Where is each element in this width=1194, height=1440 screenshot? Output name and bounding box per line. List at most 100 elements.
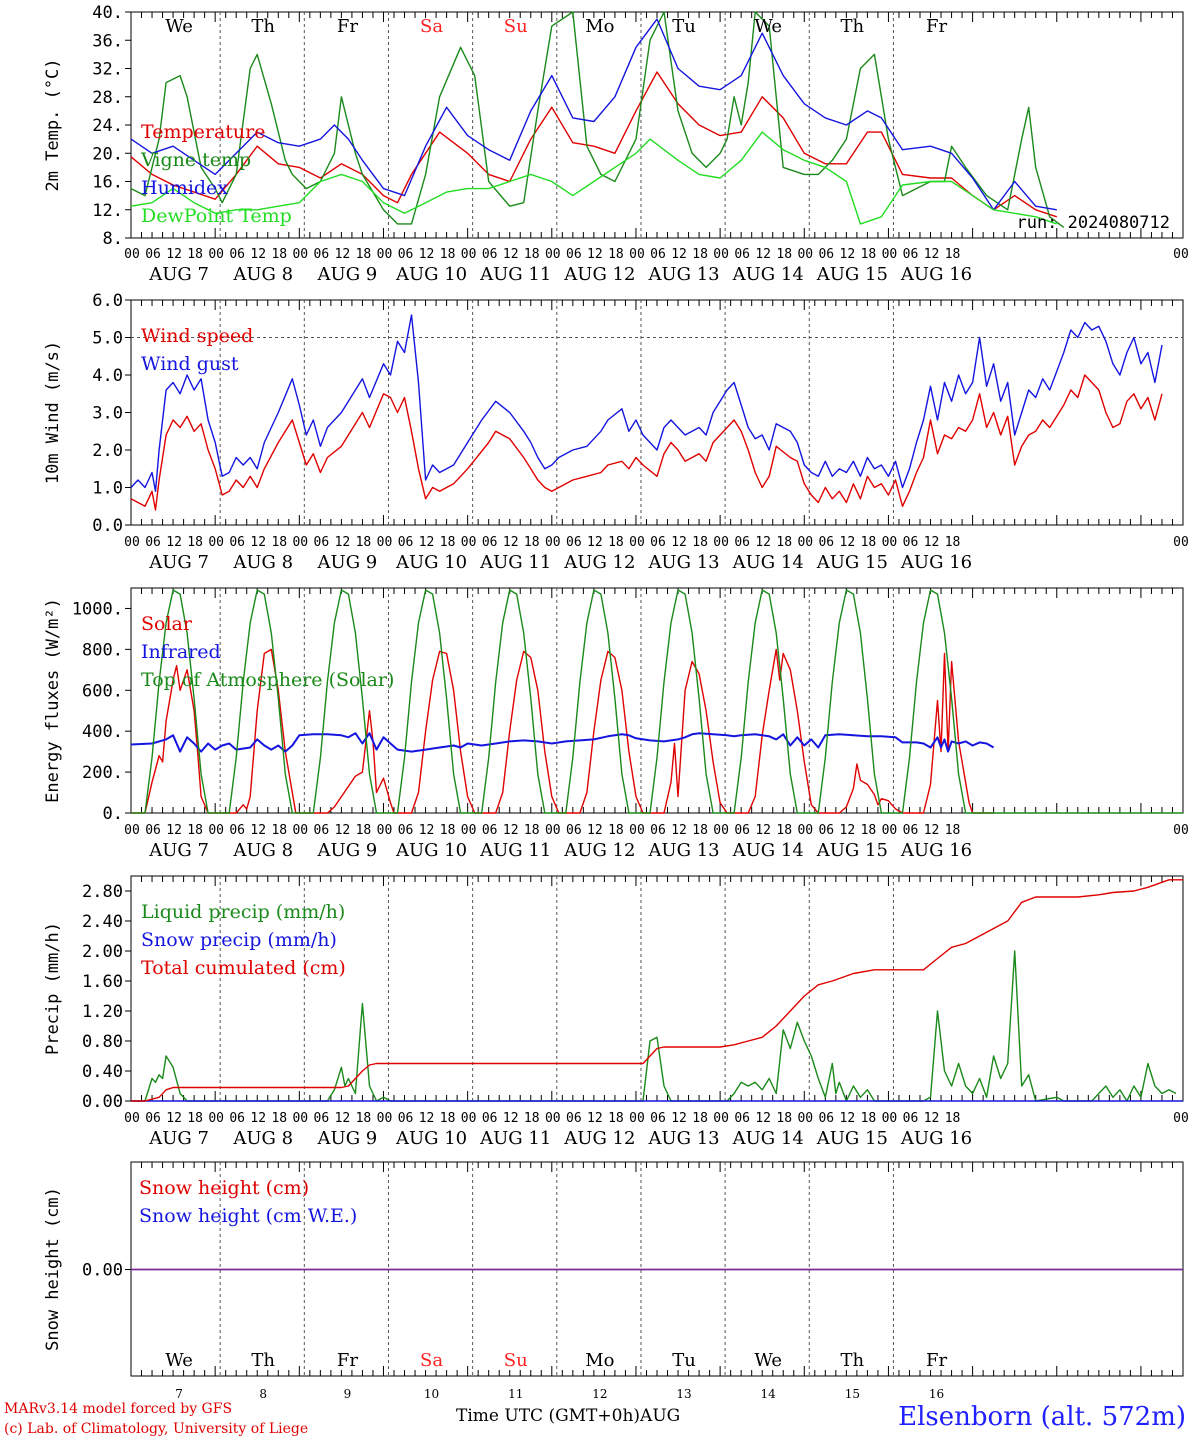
hour-tick-label: 18 — [861, 1111, 877, 1126]
y-tick-label: 2.80 — [82, 882, 123, 902]
y-tick-label: 24. — [92, 116, 123, 136]
panel-1 — [125, 11, 1184, 239]
series-line-temperature — [130, 71, 1058, 218]
hour-tick-label: 18 — [440, 1111, 456, 1126]
hour-tick-label: 18 — [945, 823, 961, 838]
day-of-week-label: Sa — [420, 16, 443, 37]
hour-tick-label: 18 — [861, 823, 877, 838]
day-of-week-label: We — [165, 1350, 193, 1371]
hour-tick-label: 06 — [650, 535, 666, 550]
hour-tick-label: 06 — [818, 247, 834, 262]
date-label: AUG 14 — [732, 264, 804, 285]
date-label: AUG 12 — [563, 840, 635, 861]
hour-tick-label: 06 — [314, 535, 330, 550]
y-tick-label: 0.80 — [82, 1032, 123, 1052]
hour-tick-label: 06 — [903, 535, 919, 550]
hour-tick-label: 06 — [650, 823, 666, 838]
hour-tick-label: 12 — [503, 247, 519, 262]
hour-tick-label: 06 — [145, 535, 161, 550]
hour-tick-label: 00 — [713, 535, 729, 550]
hour-tick-label: 12 — [166, 823, 182, 838]
hour-tick-label: 18 — [524, 1111, 540, 1126]
date-label: AUG 14 — [732, 552, 804, 573]
hour-tick-label: 18 — [692, 247, 708, 262]
date-label: AUG 10 — [395, 840, 467, 861]
hour-tick-label: 18 — [356, 1111, 372, 1126]
hour-tick-label: 06 — [818, 823, 834, 838]
hour-tick-label: 00 — [629, 247, 645, 262]
day-number-label: 8 — [259, 1387, 267, 1401]
y-tick-label: 4.0 — [92, 366, 123, 386]
date-label: AUG 14 — [732, 1128, 804, 1149]
series-line-top-of-atmosphere-solar- — [131, 589, 1183, 814]
date-label: AUG 11 — [479, 1128, 551, 1149]
legend-temperature: Temperature — [141, 121, 265, 143]
day-of-week-label: Mo — [585, 1350, 614, 1371]
y-tick-label: 40. — [92, 3, 123, 23]
hour-tick-label: 12 — [419, 823, 435, 838]
y-tick-label: 600. — [82, 681, 123, 701]
hour-tick-label: 06 — [482, 1111, 498, 1126]
hour-tick-label: 06 — [398, 535, 414, 550]
hour-tick-label: 18 — [271, 247, 287, 262]
hour-tick-label: 12 — [250, 823, 266, 838]
date-label: AUG 10 — [395, 264, 467, 285]
legend-infrared: Infrared — [141, 641, 221, 663]
legend-snow-height-cm-w-e-: Snow height (cm W.E.) — [139, 1205, 357, 1227]
date-label: AUG 9 — [317, 1128, 378, 1149]
series-line-total-cumulated-cm- — [131, 879, 1183, 1102]
day-of-week-label: Th — [841, 1350, 865, 1371]
y-axis-label: Precip (mm/h) — [43, 922, 63, 1055]
hour-tick-label: 12 — [250, 535, 266, 550]
hour-tick-label: 00 — [545, 1111, 561, 1126]
legend-vigne-temp: Vigne temp — [140, 149, 251, 171]
y-tick-label: 200. — [82, 763, 123, 783]
y-tick-label: 20. — [92, 144, 123, 164]
hour-tick-label: 00 — [545, 535, 561, 550]
hour-tick-label: 18 — [776, 535, 792, 550]
hour-tick-label: 12 — [840, 1111, 856, 1126]
y-tick-label: 400. — [82, 722, 123, 742]
date-label: AUG 7 — [148, 264, 209, 285]
hour-tick-label: 06 — [734, 247, 750, 262]
hour-tick-label: 06 — [398, 1111, 414, 1126]
hour-tick-label: 18 — [356, 247, 372, 262]
hour-tick-label: 12 — [671, 1111, 687, 1126]
day-of-week-label: Th — [841, 16, 865, 37]
day-number-label: 16 — [929, 1387, 944, 1401]
y-tick-label: 1.60 — [82, 972, 123, 992]
hour-tick-label: 12 — [924, 247, 940, 262]
hour-tick-label: 00 — [461, 247, 477, 262]
hour-tick-label: 12 — [924, 823, 940, 838]
day-number-label: 11 — [508, 1387, 523, 1401]
date-label: AUG 15 — [816, 1128, 888, 1149]
hour-tick-label: 00 — [797, 823, 813, 838]
hour-tick-label: 12 — [419, 1111, 435, 1126]
date-label: AUG 11 — [479, 552, 551, 573]
date-label: AUG 11 — [479, 840, 551, 861]
hour-tick-label: 18 — [187, 535, 203, 550]
hour-tick-label: 18 — [356, 823, 372, 838]
hour-tick-label: 06 — [398, 247, 414, 262]
hour-tick-label: 06 — [650, 247, 666, 262]
date-label: AUG 12 — [563, 1128, 635, 1149]
legend-humidex: Humidex — [141, 177, 228, 199]
hour-tick-label: 06 — [229, 823, 245, 838]
hour-tick-label: 06 — [229, 247, 245, 262]
panel-3 — [125, 587, 1184, 814]
hour-tick-label: 12 — [335, 535, 351, 550]
hour-tick-label: 06 — [734, 823, 750, 838]
hour-tick-label: 18 — [776, 1111, 792, 1126]
day-of-week-label: Su — [504, 16, 528, 37]
series-line-liquid-precip-mm-h- — [131, 950, 1177, 1102]
date-label: AUG 10 — [395, 552, 467, 573]
hour-tick-label: 18 — [524, 823, 540, 838]
hour-tick-label: 12 — [335, 1111, 351, 1126]
y-tick-label: 2.40 — [82, 912, 123, 932]
hour-tick-label: 00 — [882, 535, 898, 550]
hour-tick-label: 18 — [692, 823, 708, 838]
hour-tick-label: 00 — [797, 1111, 813, 1126]
y-tick-label: 28. — [92, 88, 123, 108]
day-of-week-label: Th — [251, 1350, 275, 1371]
hour-tick-label: 06 — [314, 823, 330, 838]
